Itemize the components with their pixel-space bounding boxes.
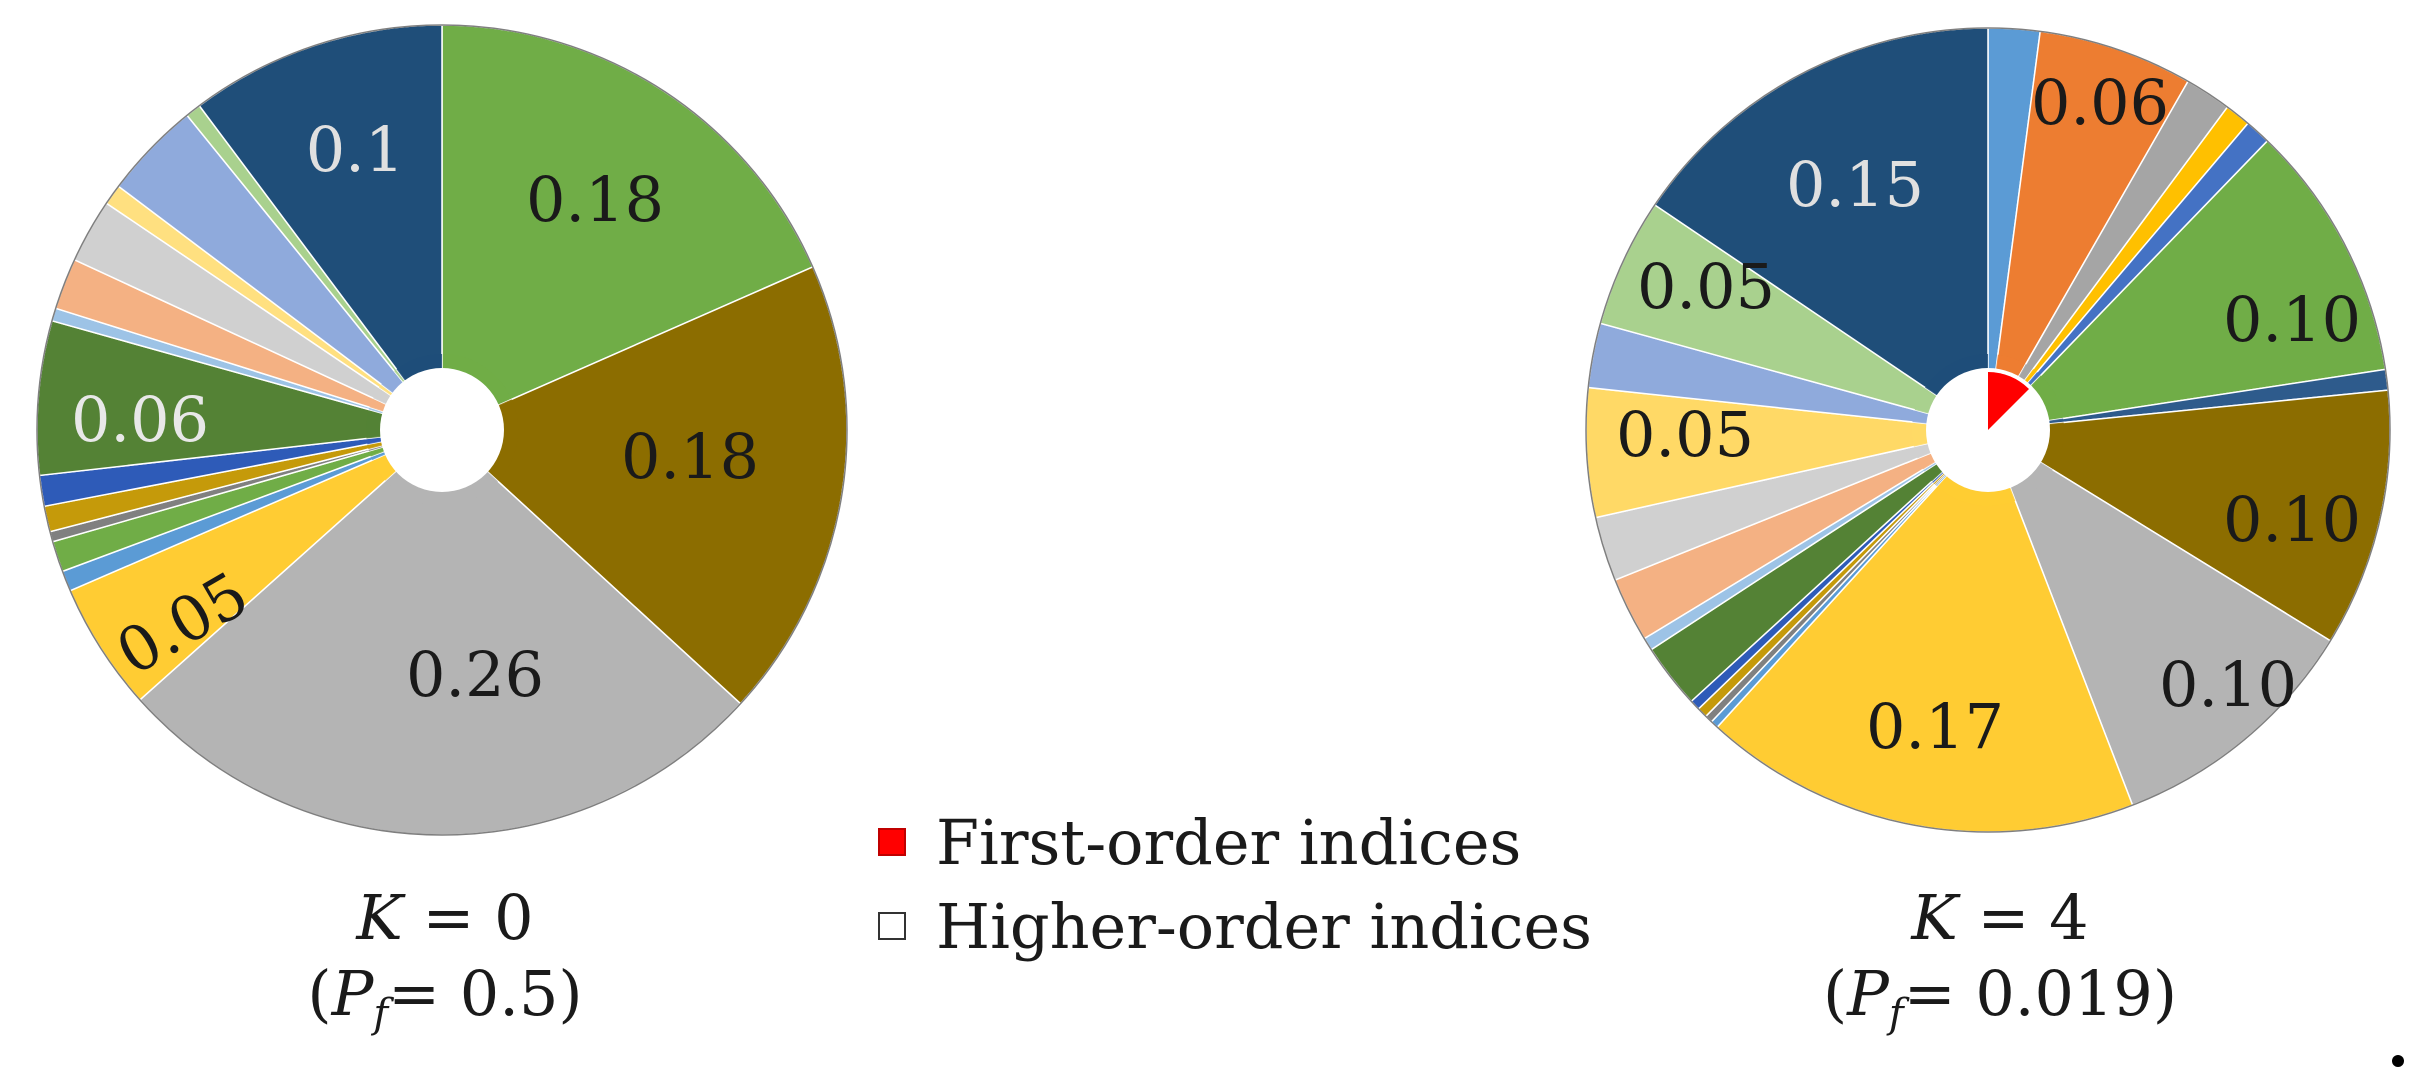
legend-label-higher-order: Higher-order indices (936, 889, 1592, 963)
pie-chart-k0: 0.180.180.260.050.060.1 (36, 24, 848, 836)
pie-inner-ring-segment (1913, 443, 1931, 459)
slice-label: 0.10 (2223, 283, 2361, 356)
slice-label: 0.15 (1786, 148, 1924, 221)
caption-k4-pf: = 0.019) (1903, 957, 2178, 1030)
caption-k4-var: K (1911, 881, 1958, 954)
caption-k0: K = 0 (Pf= 0.5) (307, 881, 583, 1037)
slice-label: 0.10 (2159, 648, 2297, 721)
legend: First-order indices Higher-order indices (878, 800, 1592, 968)
pie-inner-ring-segment (2018, 364, 2034, 381)
pie-inner-ring-segment (2030, 375, 2064, 421)
pie-inner-ring-segment (1924, 463, 1943, 482)
legend-swatch-first-order (878, 828, 906, 856)
legend-item-first-order: First-order indices (878, 800, 1592, 884)
legend-label-first-order: First-order indices (936, 805, 1522, 879)
slice-label: 0.18 (621, 420, 759, 493)
legend-item-higher-order: Higher-order indices (878, 884, 1592, 968)
pie-inner-ring-segment (1917, 453, 1936, 470)
pie-inner-ring-segment (385, 471, 499, 506)
pie-inner-ring-segment (366, 436, 382, 445)
pie-inner-ring-segment (2010, 462, 2053, 501)
pie-inner-ring-segment (373, 387, 391, 405)
caption-k4: K = 4 (Pf= 0.019) (1822, 881, 2178, 1037)
pie-inner-ring-segment (1936, 475, 2016, 506)
caption-k0-pf: = 0.5) (388, 957, 583, 1030)
pie-inner-ring-segment (1925, 354, 1989, 396)
pie-inner-ring-segment (487, 399, 518, 482)
pie-inner-ring-segment (366, 409, 383, 439)
slice-label: 0.10 (2223, 483, 2361, 556)
pie-inner-ring-segment (1912, 409, 1929, 424)
pie-outline (36, 24, 848, 836)
pie-inner-ring-segment (441, 354, 512, 406)
pie-inner-ring-segment (381, 370, 404, 393)
caption-k0-eq: = 0 (402, 881, 534, 954)
pie-center-hole (380, 368, 504, 492)
first-order-wedge (1988, 372, 2030, 430)
pie-inner-ring-segment (2040, 422, 2064, 470)
pie-inner-ring-segment (368, 447, 384, 457)
slice-label: 0.17 (1866, 690, 2004, 763)
caption-k0-var: K (356, 881, 403, 954)
pie-outline (1585, 27, 2391, 833)
pie-inner-ring-segment (1914, 387, 1937, 414)
legend-swatch-higher-order (878, 912, 906, 940)
pie-inner-ring-segment (396, 354, 443, 381)
pie-inner-ring-segment (1987, 353, 1998, 369)
period-mark (2392, 1055, 2404, 1067)
pie-inner-ring-segment (369, 398, 386, 412)
slice-label: 0.1 (306, 113, 405, 186)
slice-label: 0.06 (71, 383, 209, 456)
slice-label: 0.18 (526, 163, 664, 236)
pie-inner-ring-segment (1995, 354, 2026, 377)
slice-label: 0.26 (406, 638, 544, 711)
slice-label: 0.05 (1637, 250, 1775, 323)
slice-label: 0.06 (2031, 66, 2169, 139)
caption-k4-eq: = 4 (1957, 881, 2089, 954)
pie-inner-ring-segment (1912, 421, 1928, 447)
pie-chart-k4: 0.060.100.100.100.170.050.050.15 (1585, 27, 2391, 833)
slice-label: 0.05 (1616, 398, 1754, 471)
